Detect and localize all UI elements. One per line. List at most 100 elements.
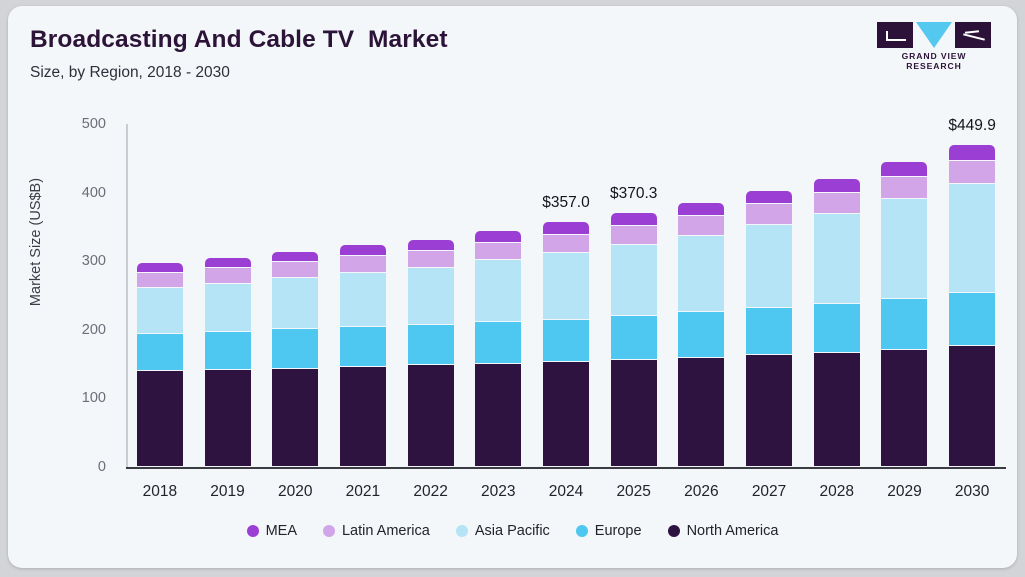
legend-item[interactable]: North America (667, 523, 779, 539)
bar-segment[interactable] (136, 333, 183, 371)
bar-segment[interactable] (881, 298, 928, 350)
chart-subtitle: Size, by Region, 2018 - 2030 (30, 64, 230, 81)
bar-segment[interactable] (678, 235, 725, 313)
bar-segment[interactable] (272, 368, 319, 467)
grand-view-research-logo: GRAND VIEW RESEARCH (875, 22, 993, 71)
bar-segment[interactable] (475, 363, 522, 467)
legend-item[interactable]: Latin America (322, 523, 430, 539)
bar-segment[interactable] (136, 262, 183, 273)
bar-segment[interactable] (881, 199, 928, 299)
bar-segment[interactable] (813, 214, 860, 305)
bar-segment[interactable] (475, 231, 522, 243)
bar-segment[interactable] (746, 308, 793, 356)
bar-segment[interactable] (678, 216, 725, 236)
bar-segment[interactable] (949, 292, 996, 346)
bar-segment[interactable] (136, 370, 183, 467)
bar-segment[interactable] (746, 224, 793, 309)
bar-group[interactable] (339, 245, 386, 467)
logo-g-icon (877, 22, 913, 48)
logo-mark (875, 22, 993, 48)
bar-segment[interactable] (407, 250, 454, 268)
bar-segment[interactable] (136, 272, 183, 288)
bar-segment[interactable] (475, 260, 522, 323)
bar-segment[interactable] (746, 190, 793, 205)
bar-segment[interactable] (949, 160, 996, 184)
bar-segment[interactable] (678, 357, 725, 467)
bar-segment[interactable] (339, 327, 386, 368)
chart-legend: MEA Latin America Asia Pacific Europe North … (8, 523, 1017, 539)
bar-segment[interactable] (610, 213, 657, 226)
chart-card: Broadcasting And Cable TV Market Size, b… (8, 6, 1017, 568)
bar-segment[interactable] (881, 177, 928, 200)
bar-segment[interactable] (339, 272, 386, 328)
bar-segment[interactable] (204, 283, 251, 332)
bar-segment[interactable] (610, 225, 657, 245)
bar-segment[interactable] (407, 365, 454, 467)
bar-group[interactable] (475, 231, 522, 467)
bar-group[interactable] (204, 257, 251, 467)
bar-segment[interactable] (339, 245, 386, 257)
logo-text: GRAND VIEW RESEARCH (901, 51, 967, 71)
bar-segment[interactable] (272, 278, 319, 330)
bar-segment[interactable] (204, 257, 251, 269)
legend-color-swatch-icon (667, 525, 680, 537)
bar-segment[interactable] (272, 251, 319, 263)
bar-segment[interactable] (475, 242, 522, 261)
bar-segment[interactable] (881, 161, 928, 178)
bar-segment[interactable] (678, 202, 725, 217)
bar-group[interactable]: $370.3 (610, 185, 657, 467)
bar-segment[interactable] (136, 287, 183, 334)
bar-segment[interactable] (949, 183, 996, 293)
bar-segment[interactable] (949, 345, 996, 467)
bar-segment[interactable] (678, 312, 725, 358)
legend-item[interactable]: Asia Pacific (455, 523, 550, 539)
bar-segment[interactable] (407, 239, 454, 251)
bar-segment[interactable] (746, 204, 793, 225)
bar-segment[interactable] (339, 256, 386, 273)
bar-segment[interactable] (746, 355, 793, 467)
bar-segment[interactable] (543, 253, 589, 320)
bar-segment[interactable] (204, 331, 251, 370)
legend-item-label: Asia Pacific (474, 523, 550, 539)
legend-color-swatch-icon (455, 525, 468, 537)
bar-group[interactable] (813, 178, 860, 467)
bar-segment[interactable] (813, 193, 860, 215)
y-axis-tick-label: 100 (81, 390, 106, 407)
bar-segment[interactable] (949, 144, 996, 161)
bar-segment[interactable] (813, 178, 860, 194)
bar-segment[interactable] (407, 325, 454, 366)
bar-group[interactable]: $357.0 (542, 194, 590, 467)
bar-segment[interactable] (339, 367, 386, 467)
x-axis-tick-label: 2020 (277, 483, 313, 500)
bar-segment[interactable] (204, 268, 251, 284)
legend-item-label: MEA (265, 523, 297, 539)
bar-group[interactable] (678, 202, 725, 467)
legend-item[interactable]: MEA (246, 523, 297, 539)
bar-segment[interactable] (543, 319, 589, 362)
bar-segment[interactable] (543, 235, 589, 254)
bar-segment[interactable] (543, 222, 589, 236)
bar-segment[interactable] (407, 267, 454, 326)
legend-item-label: Latin America (341, 523, 430, 539)
bar-segment[interactable] (610, 359, 657, 467)
bar-group[interactable] (407, 239, 454, 467)
bar-group[interactable] (136, 262, 183, 467)
bar-segment[interactable] (272, 262, 319, 279)
bar-segment[interactable] (610, 316, 657, 360)
bar-segment[interactable] (475, 322, 522, 364)
bar-segment[interactable] (543, 361, 589, 467)
bar-group[interactable] (272, 251, 319, 467)
bar-group[interactable]: $449.9 (948, 117, 996, 467)
bar-segment[interactable] (204, 369, 251, 467)
y-axis-tick-label: 400 (81, 184, 106, 201)
legend-item-label: North America (686, 523, 779, 539)
bar-segment[interactable] (813, 352, 860, 467)
bar-segment[interactable] (881, 349, 928, 467)
bar-segment[interactable] (813, 304, 860, 353)
bar-group[interactable] (746, 190, 793, 467)
legend-item[interactable]: Europe (575, 523, 642, 539)
bar-group[interactable] (881, 161, 928, 467)
bar-segment[interactable] (272, 329, 319, 369)
bar-segment[interactable] (610, 244, 657, 317)
x-axis-line (126, 467, 1006, 469)
